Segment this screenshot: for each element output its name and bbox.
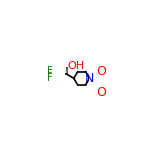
Text: F: F xyxy=(47,69,52,79)
Text: O: O xyxy=(96,86,106,98)
Text: F: F xyxy=(47,66,52,76)
Polygon shape xyxy=(67,67,68,74)
Text: F: F xyxy=(47,73,52,83)
Text: N: N xyxy=(85,72,94,85)
Text: O: O xyxy=(96,65,106,78)
Text: OH: OH xyxy=(67,62,85,71)
